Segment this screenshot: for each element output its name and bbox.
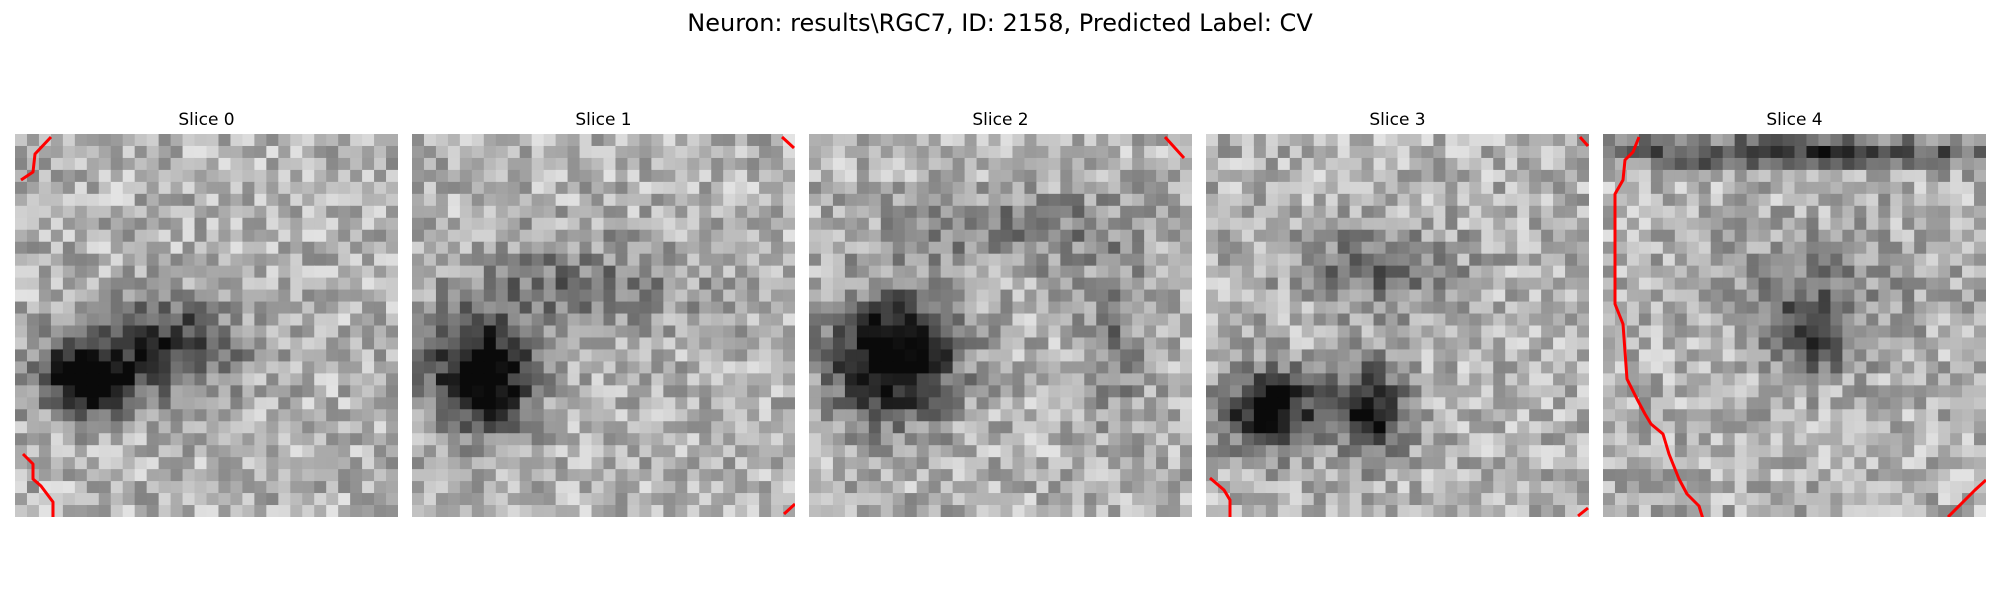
slice-title: Slice 2 (972, 110, 1029, 130)
contour-line (20, 135, 53, 182)
slice-title: Slice 0 (178, 110, 235, 130)
contour-line (1209, 476, 1232, 517)
contour-line (1577, 506, 1589, 517)
contour-line (1578, 136, 1589, 147)
contour-line (1613, 136, 1704, 517)
contour-line (782, 502, 795, 516)
slice-title: Slice 4 (1766, 110, 1823, 130)
slice-title: Slice 3 (1369, 110, 1426, 130)
slice-image-0 (15, 134, 398, 517)
contour-line (21, 452, 55, 517)
slice-image-2 (809, 134, 1192, 517)
slice-image-3 (1206, 134, 1589, 517)
slice-title: Slice 1 (575, 110, 632, 130)
contour-line (1946, 478, 1986, 517)
contour-line (780, 135, 795, 150)
contour-line (1163, 135, 1186, 160)
slice-image-1 (412, 134, 795, 517)
slice-image-4 (1603, 134, 1986, 517)
figure-suptitle: Neuron: results\RGC7, ID: 2158, Predicte… (687, 9, 1313, 37)
